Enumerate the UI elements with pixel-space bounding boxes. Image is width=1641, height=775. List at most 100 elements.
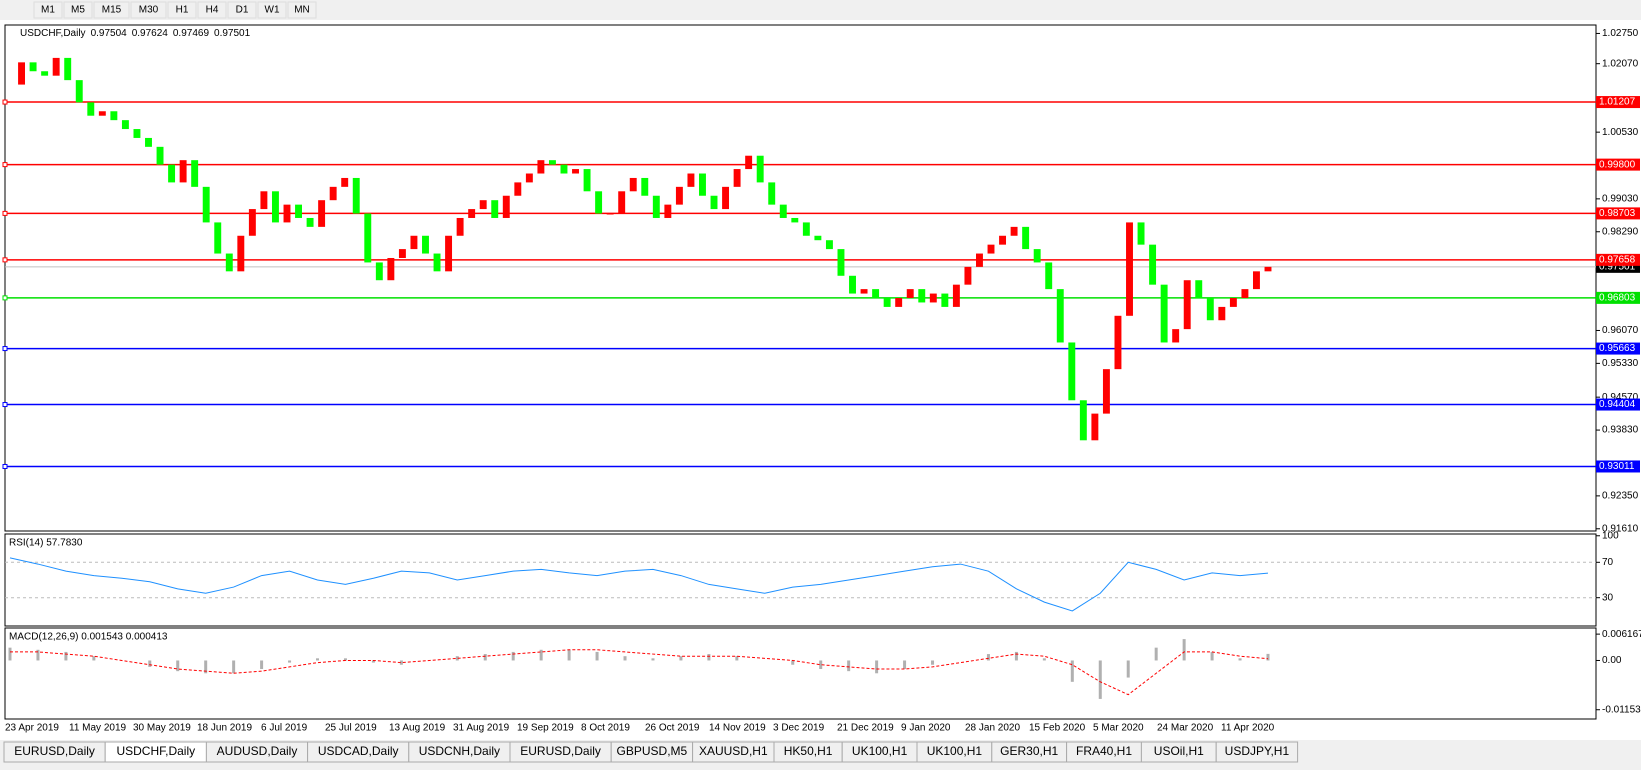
- candle: [525, 173, 533, 183]
- candle: [583, 169, 591, 192]
- y-tick-label: 0.00: [1602, 655, 1622, 666]
- timeframe-label: H4: [206, 5, 219, 16]
- candle: [941, 293, 949, 307]
- candle: [98, 111, 106, 116]
- y-tick-label: 1.02750: [1602, 28, 1639, 39]
- tab[interactable]: [1215, 741, 1299, 763]
- candle: [664, 204, 672, 218]
- level-label: 1.01207: [1599, 97, 1636, 108]
- candle: [52, 57, 60, 76]
- timeframe-button[interactable]: [197, 1, 227, 19]
- tab-label: UK100,H1: [927, 744, 983, 758]
- level-anchor: [2, 257, 8, 263]
- level-label: 0.99800: [1599, 159, 1636, 170]
- candle: [248, 209, 256, 236]
- candle: [883, 298, 891, 307]
- x-tick-label: 24 Mar 2020: [1157, 723, 1214, 734]
- rsi-line: [9, 557, 1269, 612]
- timeframe-label: M1: [41, 5, 55, 16]
- candle: [825, 240, 833, 250]
- candle: [641, 177, 649, 196]
- candle: [745, 155, 753, 170]
- x-tick-label: 14 Nov 2019: [709, 723, 766, 734]
- candle: [410, 235, 418, 250]
- level-box: [1596, 291, 1640, 304]
- tab-label: USDJPY,H1: [1225, 744, 1290, 758]
- level-anchor: [2, 402, 8, 408]
- toolbar: [0, 0, 1641, 20]
- candle: [849, 275, 856, 294]
- timeframe-label: M15: [102, 5, 122, 16]
- x-tick-label: 9 Jan 2020: [901, 723, 951, 734]
- x-tick-label: 5 Mar 2020: [1093, 723, 1144, 734]
- candle: [733, 169, 741, 187]
- header-field: 0.97624: [132, 28, 169, 39]
- y-tick-label: 1.00530: [1602, 127, 1639, 138]
- candle: [260, 191, 268, 210]
- y-tick-label: 0.93830: [1602, 425, 1639, 436]
- candle: [652, 195, 660, 218]
- tab-label: USOil,H1: [1154, 744, 1204, 758]
- timeframe-button[interactable]: [227, 1, 257, 19]
- x-tick-label: 26 Oct 2019: [645, 723, 700, 734]
- header-field: USDCHF,Daily: [20, 28, 86, 39]
- candle: [976, 253, 983, 267]
- current-price-label: 0.97501: [1599, 261, 1636, 272]
- candle: [1114, 315, 1122, 370]
- candle: [768, 182, 776, 205]
- level-box: [1596, 342, 1640, 355]
- timeframe-button[interactable]: [63, 1, 93, 19]
- y-tick-label: 70: [1602, 557, 1614, 568]
- tab-label: GBPUSD,M5: [617, 744, 688, 758]
- x-tick-label: 19 Sep 2019: [517, 723, 574, 734]
- candle: [1149, 244, 1157, 285]
- timeframe-button[interactable]: [167, 1, 197, 19]
- candle: [468, 209, 476, 218]
- candle: [364, 213, 372, 263]
- candle: [502, 195, 510, 218]
- candle: [779, 204, 787, 218]
- level-anchor: [2, 295, 8, 301]
- candle: [595, 191, 603, 214]
- candle: [1056, 289, 1064, 343]
- level-label: 0.98703: [1599, 208, 1636, 219]
- level-label: 0.93011: [1599, 461, 1635, 472]
- timeframe-label: D1: [236, 5, 249, 16]
- candle: [687, 173, 695, 187]
- header-field: 0.97501: [214, 28, 251, 39]
- candle: [341, 177, 349, 187]
- y-tick-label: 30: [1602, 592, 1614, 603]
- candle: [306, 217, 314, 227]
- y-tick-label: 0.92350: [1602, 491, 1639, 502]
- timeframe-label: M5: [71, 5, 85, 16]
- chart-header: USDCHF,Daily 0.97504 0.97624 0.97469 0.97501: [20, 28, 251, 39]
- macd-signal: [10, 649, 1269, 696]
- timeframe-button[interactable]: [130, 1, 167, 19]
- candle: [1137, 222, 1145, 245]
- macd-title: MACD(12,26,9) 0.001543 0.000413: [9, 632, 168, 643]
- candle: [929, 293, 937, 303]
- level-label: 0.94404: [1599, 399, 1636, 410]
- timeframe-button[interactable]: [33, 1, 63, 19]
- header-field: 0.97469: [173, 28, 210, 39]
- level-anchor: [2, 99, 8, 105]
- candle: [398, 249, 406, 258]
- candle: [1010, 226, 1018, 236]
- timeframe-button[interactable]: [257, 1, 287, 19]
- candle: [225, 253, 233, 272]
- candle: [1252, 271, 1260, 290]
- candle: [422, 235, 429, 254]
- tab-label: HK50,H1: [784, 744, 833, 758]
- timeframe-button[interactable]: [93, 1, 130, 19]
- candle: [456, 217, 464, 236]
- candle: [1033, 249, 1041, 263]
- candle: [860, 289, 868, 294]
- candle: [1264, 266, 1272, 272]
- x-tick-label: 11 Apr 2020: [1221, 723, 1275, 734]
- candle: [895, 298, 903, 307]
- timeframe-button[interactable]: [287, 1, 317, 19]
- candle: [906, 289, 914, 299]
- header-field: 0.97504: [91, 28, 128, 39]
- level-box: [1596, 158, 1640, 171]
- candle: [606, 213, 614, 215]
